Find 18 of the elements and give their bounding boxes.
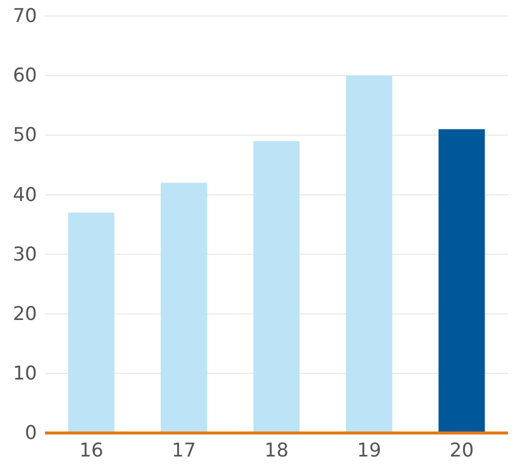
y-tick-label: 50 — [12, 124, 37, 146]
y-tick-label: 20 — [12, 302, 37, 325]
x-tick-label: 17 — [172, 439, 196, 462]
y-tick-label: 10 — [12, 362, 37, 385]
y-tick-label: 70 — [12, 5, 37, 28]
x-tick-label: 20 — [450, 439, 474, 462]
y-tick-label: 60 — [12, 64, 37, 87]
x-tick-label: 18 — [264, 439, 289, 462]
bar — [253, 141, 300, 433]
bar — [160, 182, 208, 433]
y-tick-label: 40 — [12, 184, 37, 206]
bar — [438, 129, 485, 433]
bar — [346, 76, 392, 433]
x-tick-label: 19 — [357, 439, 382, 462]
bar — [68, 212, 114, 433]
y-tick-label: 30 — [12, 243, 37, 266]
y-tick-label: 0 — [24, 422, 37, 444]
x-tick-label: 16 — [79, 439, 104, 462]
